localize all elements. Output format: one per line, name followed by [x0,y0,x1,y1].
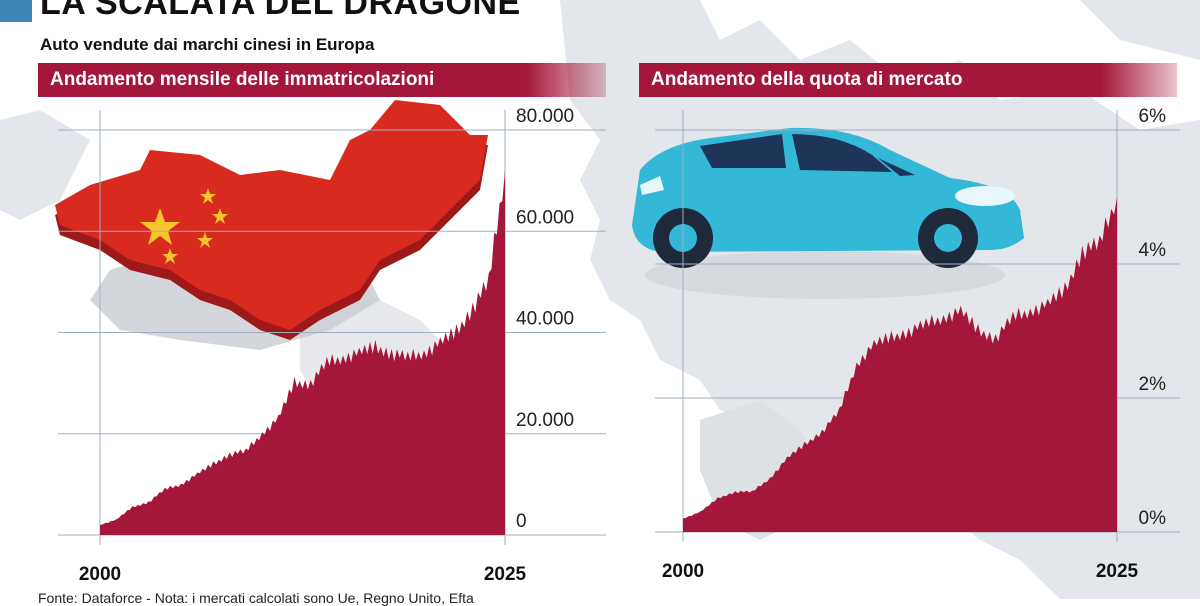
source-note: Fonte: Dataforce - Nota: i mercati calco… [38,590,474,606]
market-share-series-area [683,197,1117,532]
registrations-x-tick-label: 2025 [484,564,527,585]
left-chart-header: Andamento mensile delle immatricolazioni [38,63,606,97]
market-share-y-tick-label: 4% [1139,240,1167,261]
market-share-x-tick-label: 2025 [1096,561,1139,582]
registrations-series-area [100,170,505,535]
page-subtitle: Auto vendute dai marchi cinesi in Europa [40,35,375,54]
car-icon [632,127,1024,299]
registrations-x-tick-label: 2000 [79,564,121,585]
registrations-chart: 0 20.000 40.000 60.000 80.000 2000 2025 [58,106,606,585]
market-share-x-tick-label: 2000 [662,561,704,582]
registrations-y-tick-label: 0 [516,511,527,532]
registrations-y-tick-label: 20.000 [516,410,574,431]
market-share-y-tick-label: 2% [1139,374,1167,395]
registrations-y-tick-label: 80.000 [516,106,574,127]
registrations-y-tick-label: 40.000 [516,309,574,330]
title-marker [0,0,32,22]
china-map-icon [55,100,488,350]
right-chart-header: Andamento della quota di mercato [639,63,1177,97]
page-title: LA SCALATA DEL DRAGONE [40,0,521,22]
market-share-y-tick-label: 0% [1139,508,1167,529]
market-share-y-tick-label: 6% [1139,106,1167,127]
market-share-chart: 0% 2% 4% 6% 2000 2025 [655,106,1180,582]
registrations-y-tick-label: 60.000 [516,207,574,228]
